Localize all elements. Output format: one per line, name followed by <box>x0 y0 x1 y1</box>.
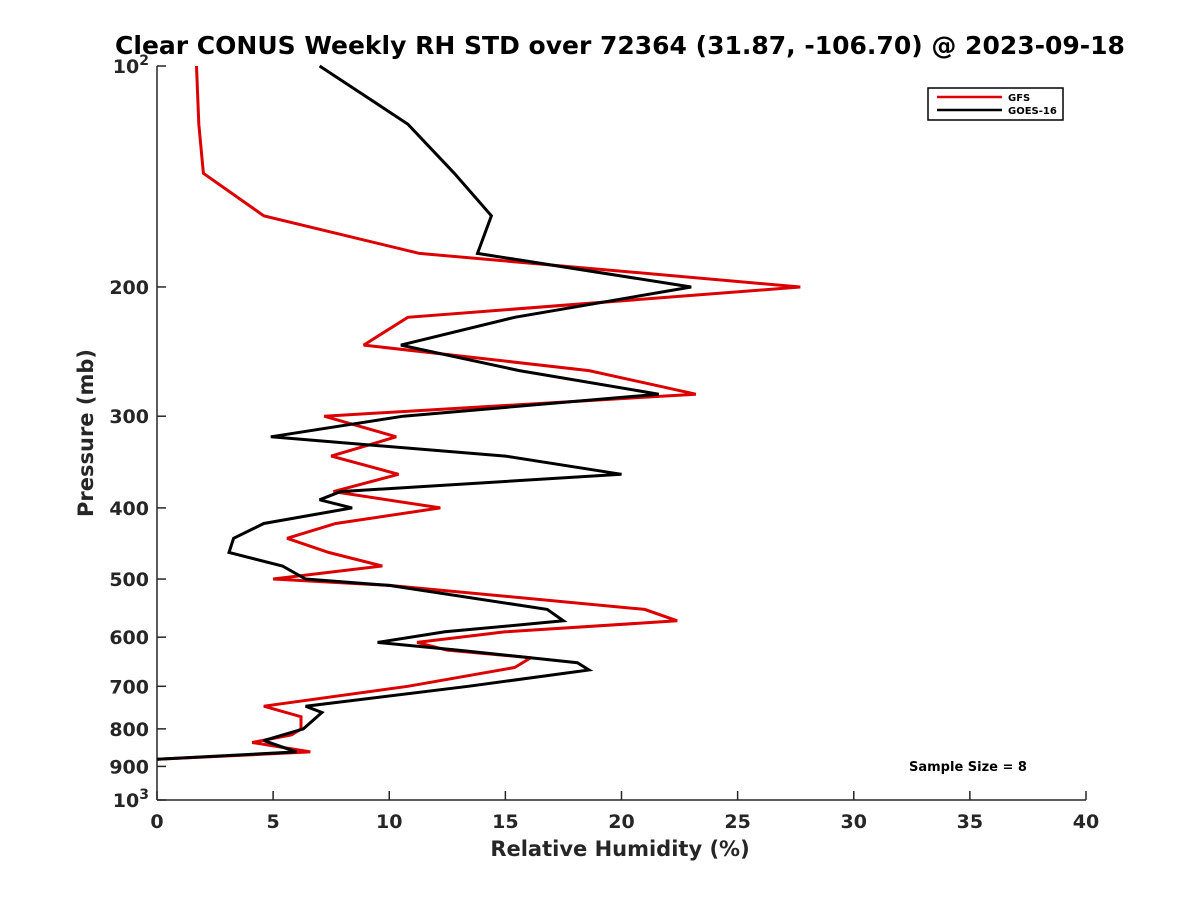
x-axis-label: Relative Humidity (%) <box>490 837 749 861</box>
y-tick-label: 600 <box>109 627 149 649</box>
y-tick-label: 103 <box>113 787 149 812</box>
x-tick-label: 0 <box>150 811 163 833</box>
y-tick-label: 300 <box>109 406 149 428</box>
x-tick-label: 10 <box>376 811 402 833</box>
x-tick-label: 5 <box>267 811 280 833</box>
chart-title: Clear CONUS Weekly RH STD over 72364 (31… <box>115 31 1125 60</box>
y-axis-ticks: 102 200 300 400 500 600 700 800 900 103 <box>109 53 166 812</box>
legend-label-gfs: GFS <box>1008 93 1030 104</box>
y-tick-label: 500 <box>109 569 149 591</box>
y-tick-label: 200 <box>109 277 149 299</box>
x-tick-label: 15 <box>492 811 518 833</box>
x-axis-ticks: 0 5 10 15 20 25 30 35 40 <box>150 791 1099 833</box>
x-tick-label: 20 <box>608 811 634 833</box>
series-line-goes16 <box>156 64 692 761</box>
x-tick-label: 30 <box>841 811 867 833</box>
series-line-gfs <box>156 65 801 761</box>
x-tick-label: 35 <box>957 811 983 833</box>
y-axis-label: Pressure (mb) <box>74 349 98 517</box>
legend: GFS GOES-16 <box>927 87 1064 121</box>
y-tick-label: 400 <box>109 498 149 520</box>
legend-label-goes16: GOES-16 <box>1008 106 1057 117</box>
legend-box <box>927 87 1064 121</box>
data-series <box>156 64 801 761</box>
x-tick-label: 40 <box>1073 811 1099 833</box>
y-tick-label: 900 <box>109 756 149 778</box>
x-tick-label: 25 <box>724 811 750 833</box>
sample-size-annotation: Sample Size = 8 <box>909 760 1027 775</box>
y-tick-label: 800 <box>109 719 149 741</box>
y-tick-label: 700 <box>109 676 149 698</box>
y-tick-label: 102 <box>113 53 149 78</box>
